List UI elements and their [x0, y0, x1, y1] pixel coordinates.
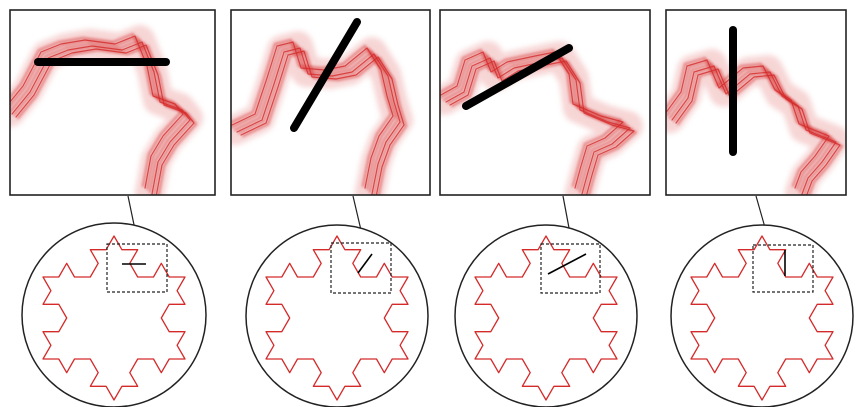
curve-strand [675, 68, 841, 195]
zoom-view [231, 10, 430, 195]
curve-strand [10, 35, 187, 191]
koch-snowflake [265, 235, 409, 401]
curve-strand [671, 65, 837, 195]
curve-strand [440, 48, 623, 188]
curve-strand [668, 62, 836, 194]
curve-strand [240, 50, 405, 195]
zoom-region-box [330, 242, 392, 294]
koch-snowflake [42, 235, 186, 401]
curve-strand [666, 59, 830, 189]
curve-strand [231, 41, 397, 191]
curve-strand [446, 57, 634, 195]
curve-strand [231, 41, 394, 189]
mini-needle [547, 253, 587, 275]
zoom-region-box [752, 244, 814, 293]
mini-needle [357, 253, 373, 274]
curve-strand [676, 68, 844, 195]
overview-circle [245, 224, 429, 407]
zoom-region-box [540, 243, 601, 294]
zoom-view [10, 10, 215, 195]
zoom-view [440, 10, 650, 195]
panel-2 [230, 9, 431, 407]
oriented-filter-needle [290, 18, 361, 132]
curve-strand [237, 47, 404, 195]
curve-strand [440, 51, 624, 189]
curve-strand [10, 35, 184, 189]
curve-strand [236, 47, 401, 195]
curve-strand [666, 59, 833, 191]
curve-strand [449, 60, 635, 195]
zoom-frame [230, 9, 431, 196]
zoom-frame [665, 9, 847, 196]
zoom-frame [439, 9, 651, 196]
panel-1 [9, 9, 216, 407]
curve-strand [672, 65, 840, 195]
curve-strand [231, 38, 393, 188]
panel-3 [439, 9, 651, 407]
panel-4 [665, 9, 854, 407]
oriented-filter-needle [462, 44, 573, 110]
curve-strand [442, 54, 630, 194]
zoom-region-box [106, 243, 168, 293]
overview-circle [670, 224, 854, 407]
overview-circle [454, 224, 638, 407]
curve-strand [233, 44, 400, 194]
overview-circle [21, 222, 207, 407]
curve-strand [241, 50, 408, 195]
koch-snowflake [690, 235, 834, 401]
curve-strand [10, 38, 190, 194]
zoom-frame [9, 9, 216, 196]
koch-snowflake [474, 235, 618, 401]
curve-strand [445, 57, 631, 195]
curve-strand [11, 41, 191, 195]
zoom-view [666, 10, 846, 195]
curve-strand [450, 60, 638, 195]
